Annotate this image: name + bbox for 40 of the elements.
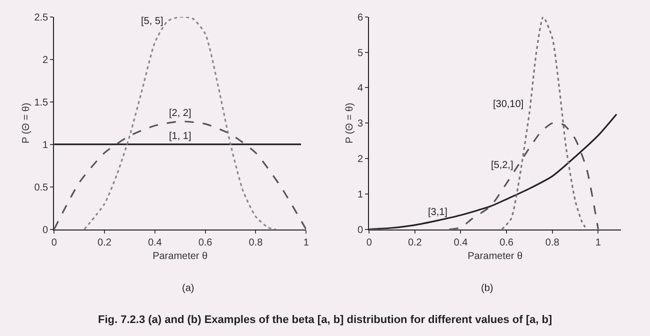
- y-tick-label: 4: [358, 83, 364, 94]
- y-tick-label: 0: [358, 224, 364, 236]
- annotation: [30,10]: [493, 99, 524, 110]
- y-tick-label: 1.5: [34, 97, 49, 108]
- x-tick-label: 0.6: [198, 237, 213, 248]
- x-tick-label: 0: [366, 237, 372, 248]
- y-axis-title: P (Θ = θ): [344, 102, 356, 144]
- y-tick-label: 5: [358, 48, 364, 59]
- x-tick-label: 0: [51, 237, 58, 248]
- y-axis-title: P (Θ = θ): [21, 102, 32, 144]
- y-tick-label: 1: [358, 189, 364, 200]
- annotation: [2, 2]: [169, 108, 192, 119]
- y-tick-label: 2: [42, 54, 49, 66]
- caption: Fig. 7.2.3 (a) and (b) Examples of the beta [a, b] distribution for different values of [a, b]: [98, 314, 552, 326]
- line-series: [448, 122, 599, 230]
- x-tick-label: 0.6: [500, 237, 514, 248]
- y-tick-label: 0: [42, 224, 49, 236]
- annotation: [3,1]: [428, 207, 448, 218]
- text: (b): [481, 283, 494, 294]
- annotation: [5, 5]: [141, 16, 164, 27]
- text: (a): [182, 283, 194, 294]
- x-axis-title: Parameter θ: [152, 250, 208, 262]
- annotation: [5,2,]: [491, 160, 514, 171]
- x-tick-label: 0.8: [545, 237, 560, 248]
- y-tick-label: 2: [358, 154, 364, 165]
- y-tick-label: 1: [42, 140, 49, 151]
- annotation: [1, 1]: [169, 131, 192, 142]
- x-tick-label: 0.4: [454, 237, 468, 248]
- y-tick-label: 3: [358, 118, 364, 130]
- line-series: [84, 16, 277, 230]
- y-tick-label: 6: [358, 12, 364, 24]
- y-tick-label: 0.5: [34, 182, 49, 194]
- x-tick-label: 0.4: [148, 237, 162, 248]
- x-tick-label: 0.2: [98, 237, 112, 248]
- x-axis-title: Parameter θ: [468, 250, 524, 262]
- y-tick-label: 2.5: [34, 12, 49, 24]
- x-tick-label: 0.8: [248, 237, 264, 248]
- x-tick-label: 0.2: [408, 237, 422, 248]
- x-tick-label: 1: [595, 237, 602, 248]
- x-tick-label: 1: [303, 237, 310, 248]
